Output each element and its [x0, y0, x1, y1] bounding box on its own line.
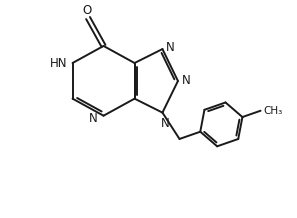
Text: N: N	[161, 117, 169, 130]
Text: N: N	[89, 112, 97, 125]
Text: N: N	[182, 75, 190, 87]
Text: N: N	[166, 41, 175, 54]
Text: O: O	[82, 3, 91, 17]
Text: CH₃: CH₃	[263, 106, 282, 116]
Text: HN: HN	[50, 56, 67, 70]
